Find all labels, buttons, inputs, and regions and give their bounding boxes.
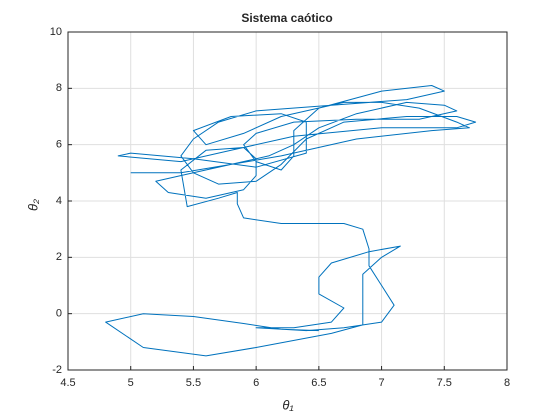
- trajectory-line: [105, 85, 477, 357]
- y-tick-label: 6: [56, 139, 62, 151]
- y-tick-label: 2: [56, 251, 62, 263]
- x-tick-label: 4.5: [60, 377, 75, 389]
- x-axis-label: θ₁: [282, 397, 293, 412]
- y-tick-label: 4: [56, 195, 62, 207]
- x-tick-label: 7.5: [437, 377, 452, 389]
- x-tick-label: 6.5: [311, 377, 326, 389]
- y-axis-label: θ₂: [25, 199, 40, 211]
- y-tick-label: 0: [56, 308, 62, 320]
- x-tick-label: 8: [504, 377, 510, 389]
- y-tick-label: -2: [52, 364, 62, 376]
- y-tick-label: 8: [56, 82, 62, 94]
- x-tick-label: 5.5: [186, 377, 201, 389]
- chart-title: Sistema caótico: [241, 11, 332, 25]
- x-tick-label: 7: [379, 377, 385, 389]
- x-tick-label: 6: [253, 377, 259, 389]
- x-tick-label: 5: [128, 377, 134, 389]
- plot-frame: [67, 31, 508, 371]
- y-tick-label: 10: [50, 26, 62, 38]
